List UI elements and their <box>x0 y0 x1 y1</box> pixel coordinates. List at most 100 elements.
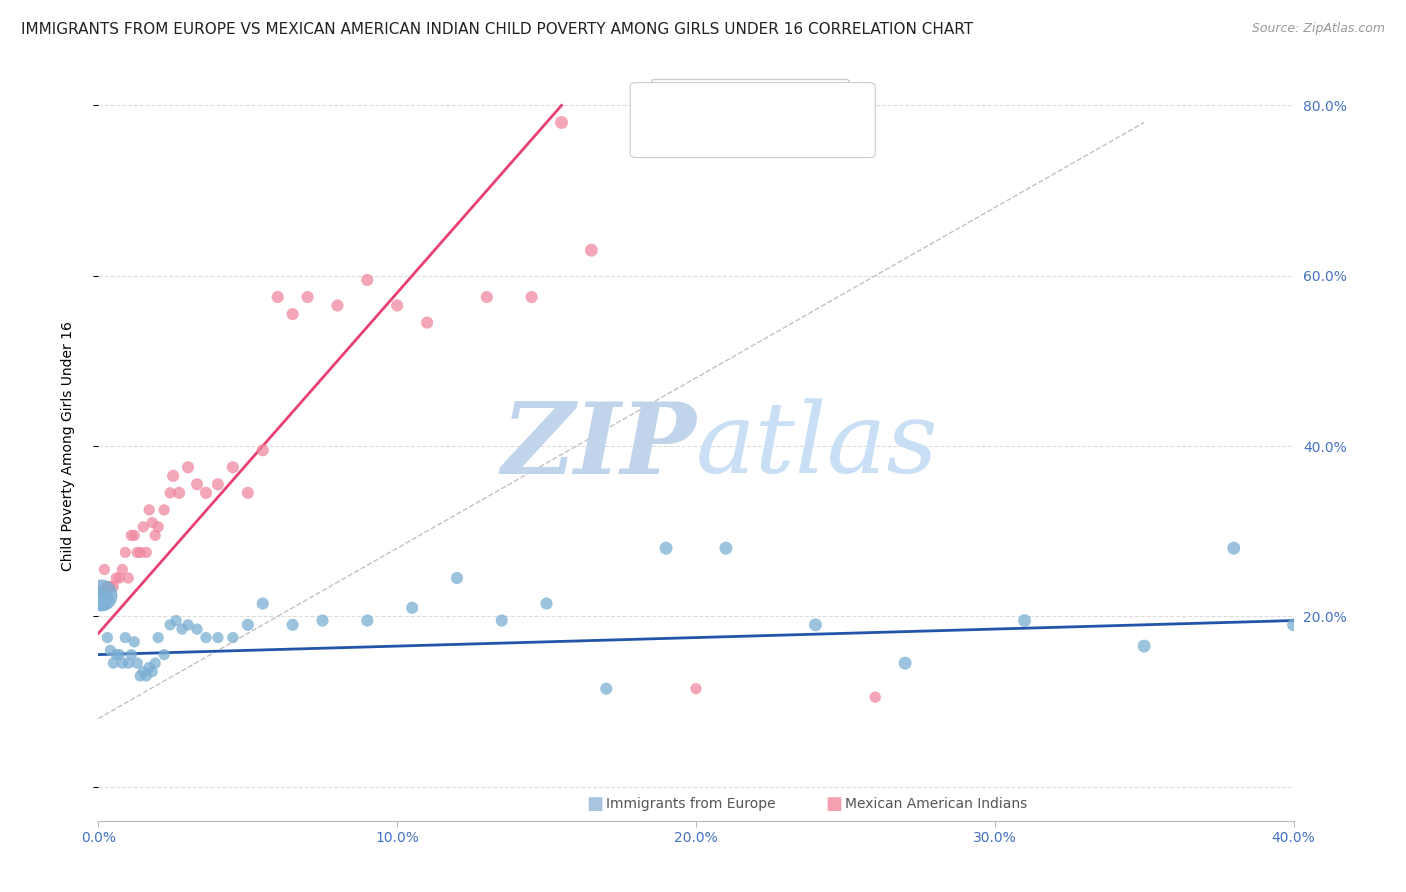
Point <box>120 528 142 542</box>
Y-axis label: Child Poverty Among Girls Under 16: Child Poverty Among Girls Under 16 <box>60 321 75 571</box>
Point <box>162 468 184 483</box>
Point <box>311 614 333 628</box>
Point <box>595 681 617 696</box>
Point <box>1133 639 1156 653</box>
Point <box>326 298 349 313</box>
Point <box>252 597 274 611</box>
Point <box>153 648 176 662</box>
Point <box>135 669 157 683</box>
Point <box>865 690 887 705</box>
Point <box>138 660 160 674</box>
Text: Immigrants from Europe: Immigrants from Europe <box>606 797 776 811</box>
Point <box>475 290 498 304</box>
Point <box>252 443 274 458</box>
Point <box>124 528 146 542</box>
Text: Source: ZipAtlas.com: Source: ZipAtlas.com <box>1251 22 1385 36</box>
Point <box>98 580 122 594</box>
Point <box>177 617 200 632</box>
Point <box>90 592 112 607</box>
Point <box>281 617 304 632</box>
Text: ZIP: ZIP <box>501 398 696 494</box>
Point <box>108 648 131 662</box>
Point <box>124 635 146 649</box>
Point <box>1014 614 1036 628</box>
Text: ■: ■ <box>586 795 603 814</box>
Point <box>894 656 917 670</box>
Point <box>172 622 194 636</box>
Text: IMMIGRANTS FROM EUROPE VS MEXICAN AMERICAN INDIAN CHILD POVERTY AMONG GIRLS UNDE: IMMIGRANTS FROM EUROPE VS MEXICAN AMERIC… <box>21 22 973 37</box>
Point <box>96 580 118 594</box>
Point <box>141 665 163 679</box>
Point <box>98 643 122 657</box>
Point <box>135 545 157 559</box>
Point <box>111 562 134 576</box>
Point <box>138 503 160 517</box>
Point <box>127 545 149 559</box>
Point <box>195 631 218 645</box>
Point <box>103 656 125 670</box>
Point <box>222 460 245 475</box>
Point <box>1223 541 1246 556</box>
Text: Mexican American Indians: Mexican American Indians <box>845 797 1028 811</box>
Point <box>108 571 131 585</box>
Point <box>141 516 163 530</box>
Point <box>90 583 112 598</box>
Point <box>207 477 229 491</box>
Point <box>105 571 128 585</box>
Point <box>416 316 439 330</box>
Point <box>446 571 468 585</box>
Point <box>117 656 139 670</box>
Point <box>655 541 678 556</box>
Point <box>581 243 603 257</box>
Point <box>111 656 134 670</box>
Point <box>685 681 707 696</box>
Point <box>1282 617 1305 632</box>
Point <box>129 545 152 559</box>
Point <box>491 614 513 628</box>
Point <box>536 597 558 611</box>
Point <box>143 656 166 670</box>
Point <box>520 290 543 304</box>
Point <box>105 648 128 662</box>
Point <box>132 665 155 679</box>
Point <box>195 485 218 500</box>
Point <box>177 460 200 475</box>
Point <box>356 614 378 628</box>
Point <box>132 520 155 534</box>
Point <box>159 485 181 500</box>
Point <box>356 273 378 287</box>
Point <box>153 503 176 517</box>
Point <box>186 477 208 491</box>
Point <box>714 541 737 556</box>
Text: atlas: atlas <box>696 399 939 493</box>
Point <box>117 571 139 585</box>
Point <box>114 545 136 559</box>
Point <box>90 588 112 602</box>
Point <box>165 614 187 628</box>
Point <box>401 600 423 615</box>
Point <box>167 485 190 500</box>
Point <box>129 669 152 683</box>
Point <box>267 290 290 304</box>
Point <box>281 307 304 321</box>
Point <box>148 631 170 645</box>
Point <box>207 631 229 645</box>
Point <box>120 648 142 662</box>
Point <box>96 631 118 645</box>
Point <box>236 485 259 500</box>
Point <box>804 617 827 632</box>
Point <box>114 631 136 645</box>
Point <box>93 562 115 576</box>
Point <box>236 617 259 632</box>
Point <box>297 290 319 304</box>
Point <box>148 520 170 534</box>
Legend: R = 0.145   N = 46, R = 0.673   N = 44: R = 0.145 N = 46, R = 0.673 N = 44 <box>651 79 849 136</box>
Point <box>143 528 166 542</box>
Point <box>222 631 245 645</box>
Point <box>186 622 208 636</box>
Point <box>550 115 572 129</box>
Text: ■: ■ <box>825 795 842 814</box>
FancyBboxPatch shape <box>630 83 876 158</box>
Point <box>103 580 125 594</box>
Point <box>159 617 181 632</box>
